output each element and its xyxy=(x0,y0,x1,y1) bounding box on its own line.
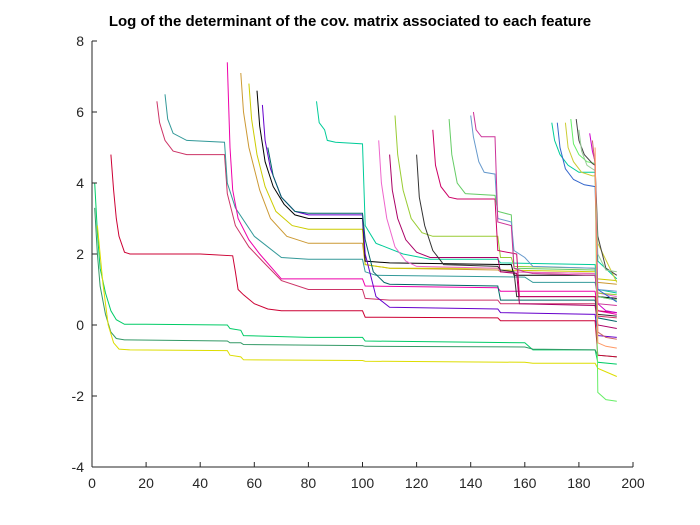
series-line-13 xyxy=(316,101,617,294)
series-line-15 xyxy=(389,154,617,329)
x-tick-label: 80 xyxy=(301,475,317,491)
x-tick-label: 180 xyxy=(567,475,591,491)
x-tick-label: 40 xyxy=(192,475,208,491)
series-line-9 xyxy=(248,83,617,282)
series-line-27 xyxy=(578,129,617,273)
y-tick-label: -4 xyxy=(72,459,85,475)
series-line-24 xyxy=(564,122,618,283)
series-line-30 xyxy=(594,147,617,349)
y-tick-label: -2 xyxy=(72,388,85,404)
x-tick-label: 0 xyxy=(88,475,96,491)
series-line-4 xyxy=(110,154,617,358)
series-line-7 xyxy=(226,62,617,315)
y-tick-label: 8 xyxy=(76,33,84,49)
y-tick-label: 0 xyxy=(76,317,84,333)
x-tick-label: 100 xyxy=(351,475,375,491)
series-line-18 xyxy=(432,129,617,314)
series-line-26 xyxy=(575,119,618,276)
y-tick-label: 6 xyxy=(76,104,84,120)
series-line-3 xyxy=(96,225,617,377)
x-tick-label: 140 xyxy=(459,475,483,491)
chart-title: Log of the determinant of the cov. matri… xyxy=(108,13,592,30)
series-line-28 xyxy=(589,133,617,314)
series-line-17 xyxy=(416,154,617,317)
axes-layer: 0 20 40 60 80 100 120 140 160 180 200 -4 -2 0 2 4 6 8 xyxy=(72,33,645,491)
series-layer xyxy=(94,62,618,402)
series-line-6 xyxy=(164,94,617,301)
x-tick-label: 200 xyxy=(621,475,645,491)
x-tick-label: 60 xyxy=(247,475,263,491)
series-line-12 xyxy=(267,147,617,322)
series-line-20 xyxy=(470,115,617,292)
series-line-21 xyxy=(472,111,617,306)
x-tick-label: 20 xyxy=(138,475,154,491)
x-tick-label: 160 xyxy=(513,475,537,491)
y-tick-label: 2 xyxy=(76,246,84,262)
series-line-11 xyxy=(261,104,617,338)
series-line-5 xyxy=(156,101,617,319)
series-line-22 xyxy=(551,122,618,280)
y-tick-label: 4 xyxy=(76,175,84,191)
series-line-8 xyxy=(240,72,617,285)
series-line-2 xyxy=(94,207,617,358)
x-tick-label: 120 xyxy=(405,475,429,491)
series-line-25 xyxy=(570,119,617,402)
